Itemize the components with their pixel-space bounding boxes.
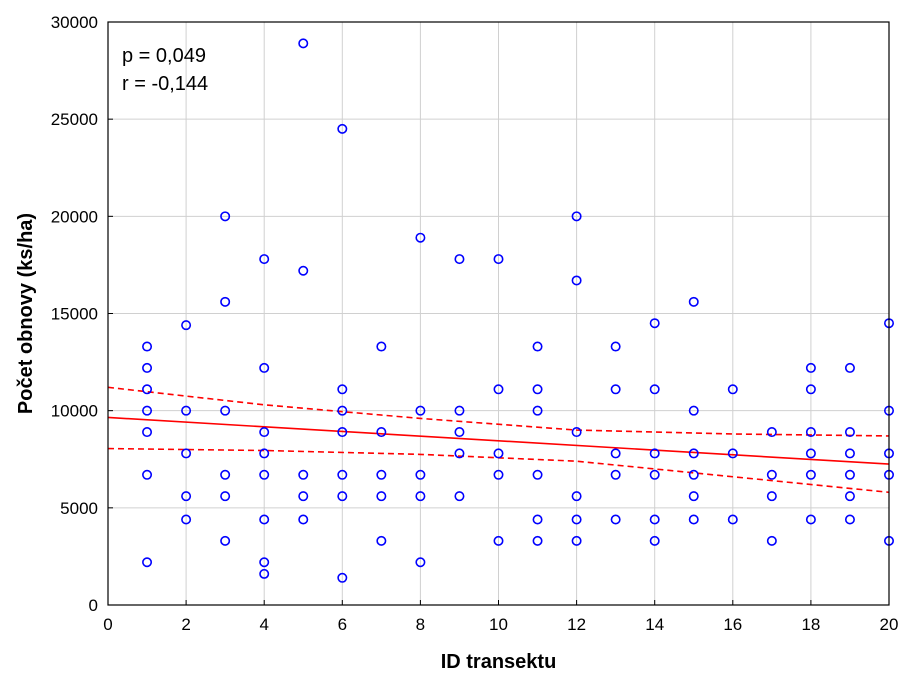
data-point: [377, 428, 385, 436]
data-point: [533, 342, 541, 350]
x-tick-label: 20: [880, 615, 898, 634]
data-point: [377, 492, 385, 500]
data-point: [533, 471, 541, 479]
data-point: [377, 537, 385, 545]
y-axis-label: Počet obnovy (ks/ha): [15, 213, 37, 414]
data-point: [299, 471, 307, 479]
data-point: [533, 537, 541, 545]
data-point: [768, 471, 776, 479]
data-point: [690, 492, 698, 500]
points-group: [143, 39, 893, 582]
data-point: [143, 342, 151, 350]
data-point: [221, 537, 229, 545]
data-point: [221, 471, 229, 479]
data-point: [299, 39, 307, 47]
data-point: [143, 428, 151, 436]
data-point: [690, 515, 698, 523]
data-point: [455, 255, 463, 263]
data-point: [846, 449, 854, 457]
x-tick-label: 10: [489, 615, 508, 634]
data-point: [768, 492, 776, 500]
data-point: [611, 471, 619, 479]
y-axis: 0 5000 10000 15000 20000 25000 30000: [51, 13, 113, 615]
data-point: [299, 515, 307, 523]
x-tick-label: 6: [338, 615, 347, 634]
y-tick-label: 30000: [51, 13, 98, 32]
y-tick-label: 0: [89, 596, 98, 615]
data-point: [221, 298, 229, 306]
data-point: [455, 492, 463, 500]
data-point: [846, 515, 854, 523]
x-tick-label: 12: [567, 615, 586, 634]
data-point: [611, 385, 619, 393]
data-point: [221, 492, 229, 500]
data-point: [768, 537, 776, 545]
x-tick-label: 0: [103, 615, 112, 634]
annotation-p-value: p = 0,049: [122, 45, 206, 67]
data-point: [611, 342, 619, 350]
data-point: [455, 428, 463, 436]
data-point: [533, 515, 541, 523]
x-tick-label: 2: [181, 615, 190, 634]
data-point: [299, 267, 307, 275]
data-point: [143, 471, 151, 479]
annotation-r-value: r = -0,144: [122, 73, 208, 95]
data-point: [690, 298, 698, 306]
data-point: [846, 471, 854, 479]
data-point: [377, 342, 385, 350]
x-tick-label: 18: [801, 615, 820, 634]
y-tick-label: 25000: [51, 110, 98, 129]
data-point: [377, 471, 385, 479]
data-point: [533, 385, 541, 393]
x-tick-label: 8: [416, 615, 425, 634]
y-tick-label: 20000: [51, 207, 98, 226]
data-point: [611, 449, 619, 457]
y-tick-label: 5000: [60, 499, 98, 518]
data-point: [143, 558, 151, 566]
data-point: [846, 364, 854, 372]
data-point: [143, 385, 151, 393]
y-tick-label: 15000: [51, 305, 98, 324]
data-point: [299, 492, 307, 500]
x-tick-label: 4: [259, 615, 268, 634]
y-tick-label: 10000: [51, 402, 98, 421]
x-tick-label: 16: [723, 615, 742, 634]
data-point: [611, 515, 619, 523]
grid: [108, 22, 889, 605]
data-point: [846, 492, 854, 500]
x-axis-label: ID transektu: [441, 651, 557, 673]
data-point: [143, 364, 151, 372]
x-tick-label: 14: [645, 615, 664, 634]
data-point: [690, 471, 698, 479]
